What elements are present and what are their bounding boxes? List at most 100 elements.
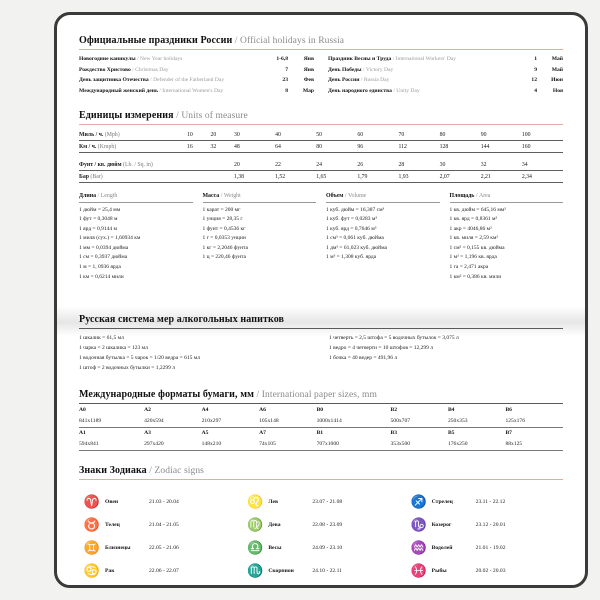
zodiac-dates: 23.12 - 20.01 bbox=[475, 521, 506, 528]
zodiac-dates: 21.01 - 19.02 bbox=[475, 544, 506, 551]
holiday-name-ru: Рождество Христово bbox=[79, 66, 131, 73]
cell bbox=[210, 170, 234, 183]
zodiac-name: Козерог bbox=[431, 521, 452, 528]
zodiac-row: ♍ Дева 22.08 - 23.09 bbox=[242, 513, 399, 536]
holiday-month: Май bbox=[551, 56, 563, 62]
paper-format: B2 bbox=[390, 406, 397, 413]
paper-sizes-table: A0 A2 A4 A6 B0 B2 B4 B6 841x1189 420x594… bbox=[79, 404, 563, 451]
holiday-name: Международный женский день / Internation… bbox=[79, 87, 224, 94]
paper-format: B4 bbox=[447, 406, 455, 413]
cell: 2,07 bbox=[439, 170, 481, 183]
paper-title-en: International paper sizes, mm bbox=[261, 390, 378, 401]
cell: 32 bbox=[480, 159, 522, 171]
zodiac-row: ♌ Лев 23.07 - 21.08 bbox=[242, 490, 399, 513]
section-alcohol: Русская система мер алкогольных напитков… bbox=[79, 314, 563, 373]
zodiac-name: Весы bbox=[268, 544, 282, 551]
holiday-day: 4 bbox=[534, 87, 537, 94]
paper-dimensions: 250x353 bbox=[447, 415, 506, 428]
zodiac-name: Близнецы bbox=[105, 544, 131, 551]
cell bbox=[187, 170, 211, 183]
cell: 96 bbox=[357, 140, 399, 153]
taurus-icon: ♉ bbox=[83, 517, 101, 532]
holiday-row: Международный женский день / Internation… bbox=[79, 86, 314, 97]
holiday-name-ru: День защитника Отечества bbox=[79, 77, 149, 83]
zodiac-name: Стрелец bbox=[431, 498, 453, 505]
conversion-item: 1 кв. дюйм = 645,16 мм² bbox=[449, 206, 506, 213]
zodiac-row: ♋ Рак 22.06 - 22.07 bbox=[79, 559, 236, 582]
paper-dimensions: 88x125 bbox=[505, 438, 563, 451]
holiday-name: День народного единства / Unity Day bbox=[328, 87, 420, 94]
cell: 160 bbox=[521, 140, 563, 153]
conversion-heading: Площадь / Area bbox=[449, 193, 491, 199]
holiday-month: Июн bbox=[551, 77, 563, 83]
pisces-icon: ♓ bbox=[410, 563, 427, 578]
zodiac-dates: 24.10 - 22.11 bbox=[312, 567, 342, 574]
cell: 2,21 bbox=[480, 170, 522, 183]
holiday-day: 9 bbox=[534, 66, 537, 73]
paper-divider bbox=[79, 403, 563, 405]
zodiac-dates: 20.02 - 20.03 bbox=[475, 567, 506, 574]
cell: 20 bbox=[210, 129, 234, 141]
zodiac-name: Овен bbox=[105, 498, 119, 505]
conversion-item: 1 см² = 0,155 кв. дюйма bbox=[449, 244, 505, 251]
conversion-item: 1 км² = 0,386 кв. мили bbox=[449, 273, 502, 280]
holidays-column-left: Новогодние каникулы / New Year holidays … bbox=[79, 54, 314, 96]
cell bbox=[187, 159, 211, 171]
holiday-name: Новогодние каникулы / New Year holidays bbox=[79, 56, 183, 62]
zodiac-dates: 22.08 - 23.09 bbox=[312, 521, 343, 528]
paper-format: A6 bbox=[259, 406, 266, 413]
holiday-day: 1-6,8 bbox=[276, 56, 288, 62]
conversion-item: 1 куб. дюйм = 16,387 см³ bbox=[326, 206, 385, 213]
holiday-day: 8 bbox=[285, 87, 288, 94]
conversion-divider bbox=[326, 201, 440, 203]
holiday-name-en: International Workers' Day bbox=[395, 56, 457, 62]
holiday-name: День защитника Отечества / Defender of t… bbox=[79, 77, 225, 83]
conversion-item: 1 м² = 1,196 кв. ярда bbox=[449, 254, 497, 261]
alcohol-divider bbox=[79, 328, 563, 330]
paper-format: A7 bbox=[259, 430, 266, 437]
holiday-name-en: New Year holidays bbox=[140, 56, 183, 62]
holidays-grid: Новогодние каникулы / New Year holidays … bbox=[79, 54, 563, 96]
cell bbox=[210, 159, 234, 171]
table-row: Фунт / кв. дюйм (Lb. / Sq. in) 20 22 24 … bbox=[79, 159, 563, 171]
capricorn-icon: ♑ bbox=[410, 517, 427, 532]
holiday-month: Янв bbox=[303, 66, 314, 73]
row-label-en: (Mph) bbox=[104, 131, 120, 138]
zodiac-dates: 23.07 - 21.08 bbox=[312, 498, 343, 505]
zodiac-row: ♒ Водолей 21.01 - 19.02 bbox=[406, 536, 563, 559]
alcohol-item: 1 ведро = 4 четверти = 10 штофов = 12,29… bbox=[329, 345, 434, 352]
paper-dimensions: 594x841 bbox=[79, 438, 145, 451]
row-label: Фунт / кв. дюйм (Lb. / Sq. in) bbox=[79, 159, 187, 171]
units-title: Единицы измерения / Units of measure bbox=[79, 110, 563, 124]
cell: 90 bbox=[480, 129, 522, 141]
cell: 50 bbox=[316, 129, 358, 141]
aries-icon: ♈ bbox=[83, 494, 101, 509]
holidays-title-sep: / bbox=[232, 36, 241, 46]
holiday-row: День России / Russia Day 12 Июн bbox=[328, 75, 563, 86]
paper-format: A4 bbox=[201, 406, 209, 413]
conversion-heading-en: Weight bbox=[223, 193, 241, 199]
holidays-title-ru: Официальные праздники России bbox=[79, 35, 233, 46]
zodiac-row: ♑ Козерог 23.12 - 20.01 bbox=[406, 513, 563, 536]
conversion-item: 1 ц = 220,46 фунта bbox=[202, 254, 246, 261]
zodiac-dates: 22.05 - 21.06 bbox=[149, 544, 179, 551]
holiday-row: Рождество Христово / Christmas Day 7 Янв bbox=[79, 65, 314, 76]
table-row: 841x1189 420x594 210x297 105x148 1000x14… bbox=[79, 415, 563, 428]
zodiac-dates: 22.06 - 22.07 bbox=[149, 567, 179, 574]
table-row: Бар (Bar) 1,38 1,52 1,65 1,79 1,93 2,07 … bbox=[79, 170, 563, 183]
conversion-divider bbox=[202, 201, 316, 203]
paper-format: B5 bbox=[447, 430, 455, 437]
cell: 1,65 bbox=[316, 170, 358, 183]
conversion-item: 1 кв. ярд = 0,8361 м² bbox=[449, 216, 498, 223]
zodiac-column-3: ♐ Стрелец 23.11 - 22.12 ♑ Козерог 23.12 … bbox=[406, 490, 563, 582]
zodiac-name: Скорпион bbox=[268, 567, 294, 574]
paper-title-ru: Международные форматы бумаги, мм bbox=[79, 389, 255, 401]
units-title-sep: / bbox=[173, 111, 182, 121]
row-label-en: (Kmph) bbox=[97, 143, 117, 150]
speed-conversion-table: Миль / ч. (Mph) 10 20 30 40 50 60 70 80 … bbox=[79, 129, 563, 183]
paper-format: A1 bbox=[79, 430, 86, 437]
conversion-heading-ru: Длина bbox=[79, 193, 97, 199]
holiday-name-en: Christmas Day bbox=[135, 66, 169, 73]
zodiac-name: Дева bbox=[268, 521, 281, 528]
holiday-name-en: Defender of the Fatherland Day bbox=[153, 77, 225, 83]
